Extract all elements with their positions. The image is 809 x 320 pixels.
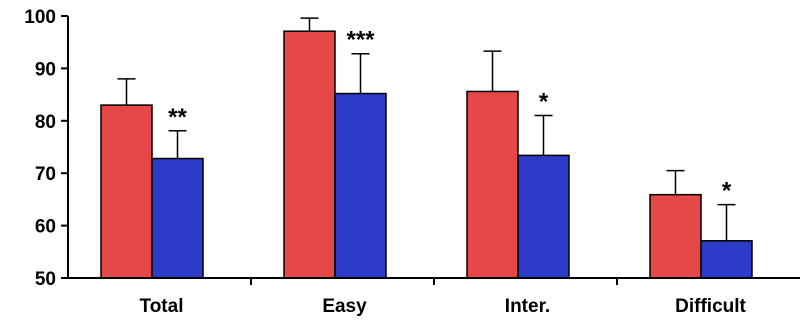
y-tick-label: 100 — [24, 7, 56, 28]
bar-difficult-series-2 — [700, 240, 753, 279]
bar-inter-series-2 — [517, 154, 570, 279]
y-tick-label: 60 — [35, 217, 56, 238]
y-tick-label: 50 — [35, 269, 56, 290]
significance-labels: ******* — [168, 27, 732, 205]
bars-layer — [100, 30, 753, 279]
x-tick-label: Difficult — [675, 296, 746, 317]
significance-label: *** — [346, 27, 375, 54]
bar-inter-series-1 — [466, 90, 519, 279]
bar-difficult-series-1 — [649, 193, 702, 279]
significance-label: * — [539, 89, 549, 116]
x-tick-label: Total — [140, 296, 184, 317]
y-tick-label: 90 — [35, 59, 56, 80]
x-tick-labels: Total Easy Inter. Difficult — [140, 296, 747, 317]
y-tick-label: 80 — [35, 112, 56, 133]
significance-label: * — [722, 178, 732, 205]
x-tick-label: Inter. — [505, 296, 550, 317]
y-ticks: 50 60 70 80 90 100 — [24, 7, 618, 290]
bar-easy-series-2 — [334, 92, 387, 279]
x-tick-label: Easy — [322, 296, 367, 317]
bar-total-series-1 — [100, 104, 153, 279]
bar-easy-series-1 — [283, 30, 336, 279]
error-bars-layer — [117, 17, 736, 241]
bar-total-series-2 — [151, 157, 204, 279]
significance-label: ** — [168, 104, 187, 131]
y-tick-label: 70 — [35, 164, 56, 185]
